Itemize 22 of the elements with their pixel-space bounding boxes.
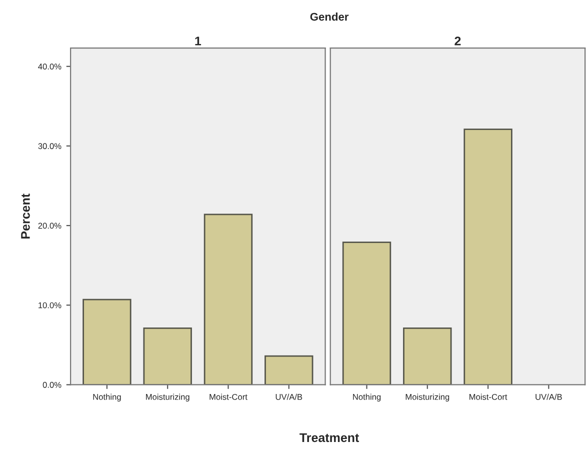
x-tick-label: Moisturizing: [406, 394, 450, 402]
y-tick-label: 0.0%: [42, 382, 62, 388]
bar: [82, 298, 132, 385]
y-tick-label: 20.0%: [38, 222, 62, 229]
y-tick-label: 30.0%: [38, 143, 62, 150]
chart-title: 2: [454, 36, 461, 46]
x-tick-label: UV/A/B: [276, 394, 302, 400]
bar: [264, 355, 314, 385]
x-tick-label: UV/A/B: [536, 394, 562, 400]
bar: [204, 214, 253, 385]
y-tick-label: 10.0%: [38, 302, 62, 308]
x-tick-label: Nothing: [353, 394, 381, 402]
chart-title: 1: [195, 36, 202, 46]
y-tick-label: 40.0%: [38, 64, 62, 70]
text: Gender: [310, 12, 349, 21]
x-tick-label: Moisturizing: [146, 394, 190, 402]
bar: [143, 328, 192, 385]
x-tick-label: Moist-Cort: [470, 394, 508, 400]
y-axis-title: Percent: [21, 194, 30, 238]
x-tick-label: Nothing: [93, 394, 121, 402]
x-axis-title: Treatment: [300, 433, 359, 442]
x-tick-label: Moist-Cort: [210, 394, 248, 400]
